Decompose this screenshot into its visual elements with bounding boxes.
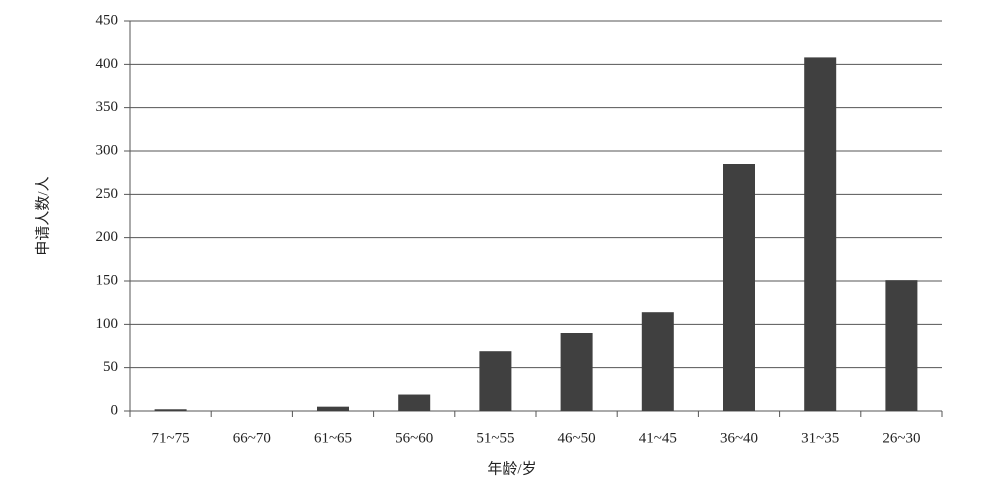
y-tick-label: 0	[111, 402, 119, 418]
bar	[154, 409, 187, 411]
y-tick-label: 50	[103, 359, 118, 375]
y-axis-label: 申请人数/人	[34, 176, 51, 255]
y-tick-label: 250	[96, 186, 119, 202]
x-tick-label: 71~75	[152, 430, 190, 446]
y-tick-label: 300	[96, 142, 119, 158]
y-tick-label: 350	[96, 99, 119, 115]
y-tick-label: 150	[96, 272, 119, 288]
x-tick-label: 41~45	[639, 430, 677, 446]
x-tick-label: 51~55	[476, 430, 514, 446]
x-tick-label: 26~30	[882, 430, 920, 446]
bar	[560, 333, 593, 411]
bar	[641, 312, 674, 411]
bar	[317, 406, 349, 411]
x-tick-label: 36~40	[720, 430, 758, 446]
bar	[885, 280, 918, 411]
bar	[723, 164, 755, 411]
bar	[479, 351, 512, 411]
bar	[398, 394, 431, 411]
x-tick-label: 66~70	[233, 430, 271, 446]
x-axis-label: 年龄/岁	[487, 460, 536, 477]
bar	[804, 57, 837, 412]
y-tick-label: 200	[96, 229, 119, 245]
y-tick-label: 400	[96, 56, 119, 72]
y-tick-label: 100	[96, 316, 119, 332]
x-tick-label: 46~50	[558, 430, 596, 446]
x-tick-label: 56~60	[395, 430, 433, 446]
x-tick-label: 31~35	[801, 430, 839, 446]
y-tick-label: 450	[96, 12, 119, 28]
x-tick-label: 61~65	[314, 430, 352, 446]
